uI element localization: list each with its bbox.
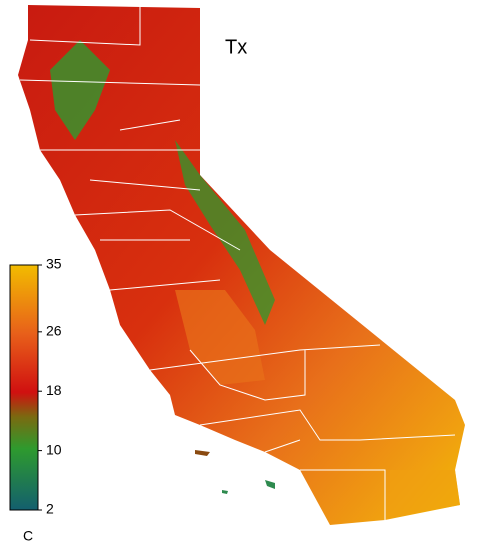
- colorbar-tick-label: 35: [46, 256, 62, 272]
- island: [195, 450, 210, 456]
- mountain-band: [50, 40, 110, 140]
- colorbar-tick-label: 2: [46, 501, 54, 517]
- map-title: Tx: [225, 36, 247, 58]
- sierra-band: [175, 140, 275, 325]
- colorbar-tick-label: 18: [46, 382, 62, 398]
- desert: [390, 470, 460, 518]
- island: [265, 480, 275, 489]
- california-map: [18, 5, 465, 525]
- central-valley: [175, 290, 265, 385]
- colorbar-unit: C: [23, 528, 33, 544]
- colorbar-tick-label: 26: [46, 323, 62, 339]
- county-lines: [19, 5, 456, 520]
- colorbar: [9, 264, 39, 511]
- island: [222, 490, 228, 494]
- colorbar-tick-label: 10: [46, 441, 62, 457]
